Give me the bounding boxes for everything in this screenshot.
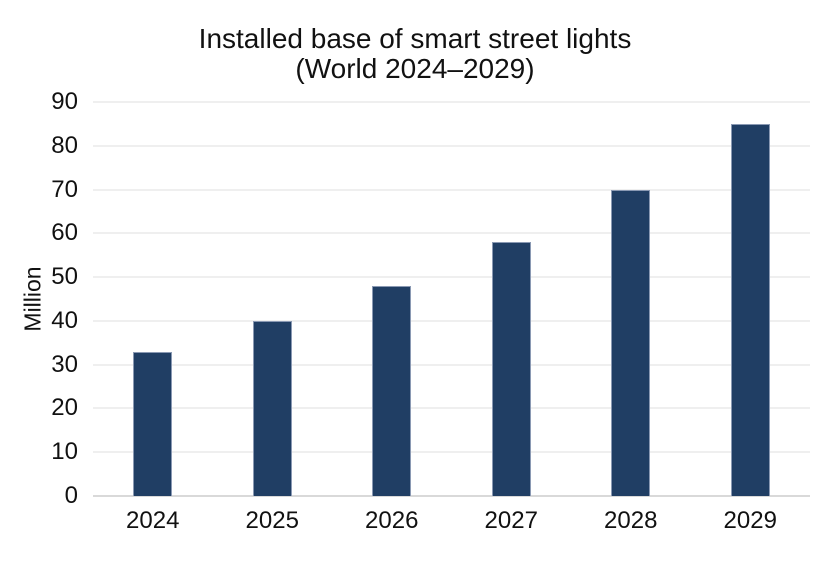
gridline-30 — [93, 363, 810, 366]
gridlines — [93, 101, 810, 497]
x-tick-label-2028: 2028 — [604, 507, 658, 534]
bar-2024 — [133, 351, 173, 496]
bar-slot-2028 — [571, 102, 691, 496]
y-tick-label-40: 40 — [51, 306, 78, 334]
x-tick-label-2024: 2024 — [126, 507, 180, 534]
y-tick-label-30: 30 — [51, 350, 78, 378]
bar-slot-2026 — [332, 102, 452, 496]
bar-slot-2029 — [691, 102, 811, 496]
bar-slot-2025 — [213, 102, 333, 496]
x-tick-label-2025: 2025 — [245, 507, 299, 534]
bar-2027 — [491, 242, 531, 496]
x-tick-label-2029: 2029 — [723, 507, 777, 534]
bar-2026 — [372, 285, 412, 496]
chart-title-line2: (World 2024–2029) — [295, 53, 535, 84]
bar-2029 — [730, 123, 770, 496]
plot-area — [93, 101, 810, 497]
gridline-10 — [93, 451, 810, 454]
y-tick-label-0: 0 — [64, 482, 78, 509]
gridline-50 — [93, 276, 810, 279]
y-tick-label-80: 80 — [51, 131, 78, 159]
bar-slot-2024 — [93, 102, 213, 496]
gridline-90 — [93, 101, 810, 103]
y-tick-label-20: 20 — [51, 394, 78, 422]
y-tick-label-50: 50 — [51, 263, 78, 291]
bar-2025 — [252, 320, 292, 496]
gridline-70 — [93, 188, 810, 191]
gridline-60 — [93, 232, 810, 235]
y-tick-label-10: 10 — [51, 438, 78, 466]
gridline-80 — [93, 144, 810, 147]
y-axis-tick-labels: 0 10 20 30 40 50 60 70 80 90 — [0, 90, 78, 508]
y-tick-label-70: 70 — [51, 175, 78, 203]
y-tick-label-90: 90 — [51, 88, 78, 115]
gridline-0 — [93, 495, 810, 497]
y-tick-label-60: 60 — [51, 219, 78, 247]
bar-slot-2027 — [452, 102, 572, 496]
x-axis-tick-labels: 2024 2025 2026 2027 2028 2029 — [93, 507, 810, 535]
x-tick-label-2027: 2027 — [484, 507, 538, 534]
x-tick-label-2026: 2026 — [365, 507, 419, 534]
bars — [93, 102, 810, 496]
chart-title: Installed base of smart street lights (W… — [0, 24, 830, 84]
bar-2028 — [611, 189, 651, 496]
gridline-40 — [93, 319, 810, 322]
gridline-20 — [93, 407, 810, 410]
chart-title-line1: Installed base of smart street lights — [198, 23, 632, 54]
